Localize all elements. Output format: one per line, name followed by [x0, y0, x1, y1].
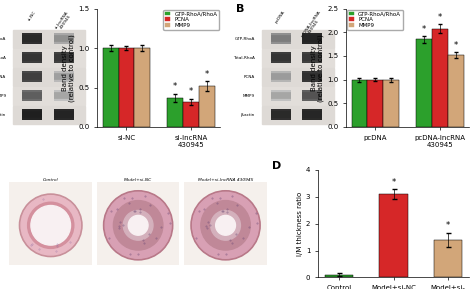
- Bar: [134, 48, 150, 127]
- Text: *: *: [205, 70, 209, 79]
- Text: MMP9: MMP9: [0, 94, 6, 98]
- Text: GTP-RhoA: GTP-RhoA: [235, 37, 255, 41]
- Text: D: D: [273, 161, 282, 171]
- Text: *: *: [446, 221, 450, 230]
- Bar: [199, 86, 215, 127]
- Bar: [13, 87, 85, 105]
- Bar: [167, 98, 183, 127]
- Text: *: *: [438, 13, 442, 22]
- Text: PCNA: PCNA: [0, 75, 6, 79]
- Text: si-lncRNA
430945: si-lncRNA 430945: [54, 10, 73, 32]
- Circle shape: [103, 191, 173, 260]
- Circle shape: [128, 215, 148, 235]
- Text: B: B: [236, 4, 245, 14]
- Legend: GTP-RhoA/RhoA, PCNA, MMP9: GTP-RhoA/RhoA, PCNA, MMP9: [347, 10, 403, 30]
- Text: *: *: [454, 41, 458, 50]
- Circle shape: [27, 202, 74, 249]
- Bar: [416, 39, 432, 127]
- Text: PCNA: PCNA: [244, 75, 255, 79]
- Bar: [383, 80, 399, 127]
- Circle shape: [113, 201, 163, 250]
- Bar: [103, 48, 118, 127]
- Bar: [367, 80, 383, 127]
- Text: MMP9: MMP9: [243, 94, 255, 98]
- Y-axis label: Band density
(relative to control): Band density (relative to control): [62, 34, 75, 102]
- Bar: [118, 48, 134, 127]
- Text: si-NC: si-NC: [27, 10, 36, 21]
- Bar: [379, 194, 408, 277]
- Text: pcDNA: pcDNA: [275, 10, 286, 24]
- Circle shape: [216, 215, 236, 235]
- Text: *: *: [422, 25, 426, 34]
- Bar: [262, 106, 334, 124]
- Text: β-actin: β-actin: [241, 113, 255, 117]
- Circle shape: [201, 201, 250, 250]
- Text: *: *: [392, 177, 396, 187]
- Text: *: *: [173, 82, 177, 92]
- Circle shape: [19, 194, 82, 257]
- Bar: [262, 49, 334, 67]
- Bar: [13, 106, 85, 124]
- Text: Control: Control: [43, 178, 59, 181]
- Bar: [13, 30, 85, 48]
- Text: pcDNA-lncRNA
430945: pcDNA-lncRNA 430945: [300, 10, 325, 41]
- Circle shape: [105, 192, 171, 258]
- Legend: GTP-RhoA/RhoA, PCNA, MMP9: GTP-RhoA/RhoA, PCNA, MMP9: [164, 10, 219, 30]
- Circle shape: [31, 205, 71, 245]
- Text: Model+si-lncRNA 430945: Model+si-lncRNA 430945: [198, 178, 253, 181]
- Circle shape: [192, 192, 258, 258]
- Circle shape: [211, 210, 240, 240]
- Bar: [13, 49, 85, 67]
- Text: *: *: [189, 87, 193, 96]
- Bar: [432, 29, 448, 127]
- Y-axis label: I/M thickness ratio: I/M thickness ratio: [297, 192, 303, 256]
- Bar: [325, 275, 353, 277]
- Bar: [183, 102, 199, 127]
- Bar: [352, 80, 367, 127]
- Text: Model+si-NC: Model+si-NC: [124, 178, 152, 181]
- Circle shape: [123, 210, 153, 240]
- Bar: [434, 240, 462, 277]
- Circle shape: [21, 196, 81, 255]
- Bar: [262, 68, 334, 86]
- Bar: [13, 68, 85, 86]
- Bar: [262, 87, 334, 105]
- Circle shape: [191, 191, 260, 260]
- Text: GTP-RhoA: GTP-RhoA: [0, 37, 6, 41]
- Text: β-actin: β-actin: [0, 113, 6, 117]
- Bar: [262, 30, 334, 48]
- Text: Total-RhoA: Total-RhoA: [0, 56, 6, 60]
- Text: Total-RhoA: Total-RhoA: [233, 56, 255, 60]
- Bar: [448, 55, 464, 127]
- Y-axis label: Band density
(relative to control): Band density (relative to control): [311, 34, 324, 102]
